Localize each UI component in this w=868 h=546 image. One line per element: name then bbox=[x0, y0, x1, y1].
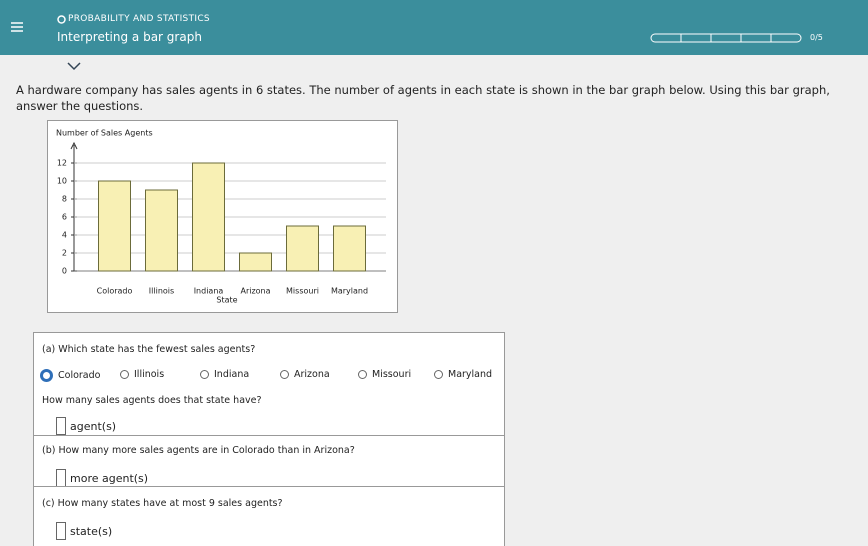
x-tick-label: Colorado bbox=[97, 287, 133, 296]
topic-title: Interpreting a bar graph bbox=[57, 30, 202, 44]
option-label[interactable]: Arizona bbox=[294, 369, 330, 380]
question-b: (b) How many more sales agents are in Co… bbox=[42, 445, 355, 456]
divider bbox=[34, 486, 504, 487]
radio-option[interactable]: Missouri bbox=[358, 369, 411, 380]
y-tick-label: 10 bbox=[57, 177, 67, 186]
answer-unit: more agent(s) bbox=[70, 471, 149, 485]
question-panel: (a) Which state has the fewest sales age… bbox=[33, 332, 505, 546]
radio-button[interactable] bbox=[434, 370, 443, 379]
radio-button[interactable] bbox=[40, 369, 53, 382]
answer-input[interactable] bbox=[56, 522, 66, 540]
option-label[interactable]: Illinois bbox=[134, 369, 165, 380]
y-tick-label: 12 bbox=[57, 159, 67, 168]
option-label[interactable]: Colorado bbox=[58, 370, 101, 381]
radio-option[interactable]: Illinois bbox=[120, 369, 164, 380]
bar bbox=[192, 162, 225, 272]
progress-bar bbox=[650, 33, 802, 43]
answer-input[interactable] bbox=[56, 469, 66, 487]
menu-icon[interactable] bbox=[10, 20, 24, 34]
x-axis-label: State bbox=[216, 296, 237, 305]
answer-unit: state(s) bbox=[70, 524, 113, 538]
header-bar: PROBABILITY AND STATISTICS Interpreting … bbox=[0, 0, 868, 55]
radio-option[interactable]: Arizona bbox=[280, 369, 330, 380]
status-icon bbox=[57, 15, 66, 24]
radio-option[interactable]: Maryland bbox=[434, 369, 492, 380]
answer-input[interactable] bbox=[56, 417, 66, 435]
radio-option[interactable]: Indiana bbox=[200, 369, 249, 380]
course-name: PROBABILITY AND STATISTICS bbox=[68, 14, 210, 24]
x-tick-label: Missouri bbox=[286, 287, 319, 296]
x-tick-label: Arizona bbox=[240, 287, 270, 296]
x-tick-label: Maryland bbox=[331, 287, 368, 296]
bar bbox=[286, 225, 319, 272]
option-label[interactable]: Indiana bbox=[214, 369, 250, 380]
bar bbox=[145, 189, 178, 272]
bar bbox=[333, 225, 366, 272]
chart: Number of Sales Agents State 0 2 4 6 8 10 12 Co… bbox=[56, 129, 386, 305]
y-tick-label: 2 bbox=[62, 249, 67, 258]
y-tick-label: 6 bbox=[62, 213, 67, 222]
radio-button[interactable] bbox=[358, 370, 367, 379]
y-tick-label: 8 bbox=[62, 195, 67, 204]
answer-row: state(s) bbox=[56, 522, 112, 540]
x-tick-label: Illinois bbox=[149, 287, 174, 296]
question-a-followup: How many sales agents does that state ha… bbox=[42, 395, 262, 406]
answer-row: more agent(s) bbox=[56, 469, 148, 487]
y-tick-label: 4 bbox=[62, 231, 67, 240]
radio-button[interactable] bbox=[280, 370, 289, 379]
option-label[interactable]: Missouri bbox=[372, 369, 412, 380]
x-tick-label: Indiana bbox=[194, 287, 224, 296]
problem-text: A hardware company has sales agents in 6… bbox=[16, 83, 830, 113]
question-a: (a) Which state has the fewest sales age… bbox=[42, 344, 256, 355]
answer-row: agent(s) bbox=[56, 417, 116, 435]
y-axis-label: Number of Sales Agents bbox=[56, 129, 153, 138]
bar bbox=[98, 180, 131, 272]
bar bbox=[239, 252, 272, 272]
collapse-chevron[interactable] bbox=[64, 60, 84, 72]
question-c: (c) How many states have at most 9 sales… bbox=[42, 498, 283, 509]
radio-button[interactable] bbox=[120, 370, 129, 379]
radio-option[interactable]: Colorado bbox=[40, 369, 100, 382]
y-tick-label: 0 bbox=[62, 267, 67, 276]
radio-button[interactable] bbox=[200, 370, 209, 379]
divider bbox=[34, 435, 504, 436]
y-axis-arrow bbox=[70, 141, 78, 150]
option-label[interactable]: Maryland bbox=[448, 369, 493, 380]
chart-panel: Number of Sales Agents State 0 2 4 6 8 10 12 Co… bbox=[47, 120, 398, 313]
progress-count: 0/5 bbox=[810, 33, 823, 42]
answer-unit: agent(s) bbox=[70, 419, 117, 433]
